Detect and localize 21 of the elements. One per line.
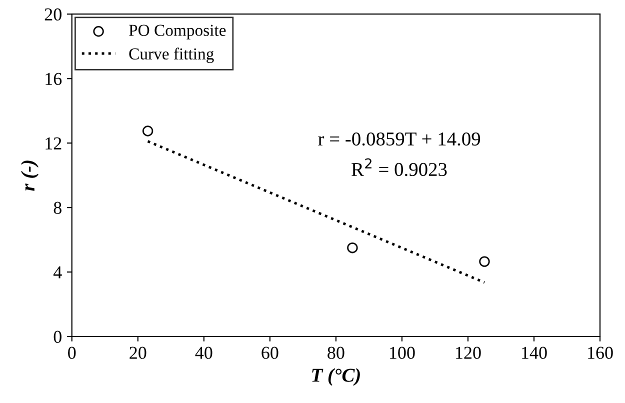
x-tick-label: 160 — [588, 346, 613, 359]
annotation: r = -0.0859T + 14.09 — [318, 132, 480, 146]
y-tick-label: 0 — [54, 330, 62, 343]
x-tick-label: 20 — [130, 346, 146, 359]
y-tick-label: 16 — [46, 72, 62, 86]
y-tick-label: 8 — [54, 202, 62, 214]
x-tick-label: 100 — [390, 346, 415, 359]
x-tick-label: 80 — [328, 346, 344, 359]
y-tick-label: 4 — [53, 266, 62, 278]
annotation: R$^{2}$ = 0.9023 — [352, 158, 447, 176]
legend-label: Curve fitting — [129, 48, 214, 63]
x-tick-label: 40 — [195, 346, 212, 359]
x-tick-label: 0 — [68, 346, 76, 359]
y-axis-title: r (-) — [20, 160, 39, 191]
legend-label: PO Composite — [129, 24, 226, 40]
x-tick-label: 120 — [456, 346, 481, 359]
y-tick-label: 20 — [44, 8, 62, 21]
x-tick-label: 60 — [262, 346, 278, 359]
x-axis-title: T (°C) — [312, 368, 360, 386]
y-tick-label: 12 — [46, 137, 62, 150]
x-tick-label: 140 — [522, 346, 547, 359]
